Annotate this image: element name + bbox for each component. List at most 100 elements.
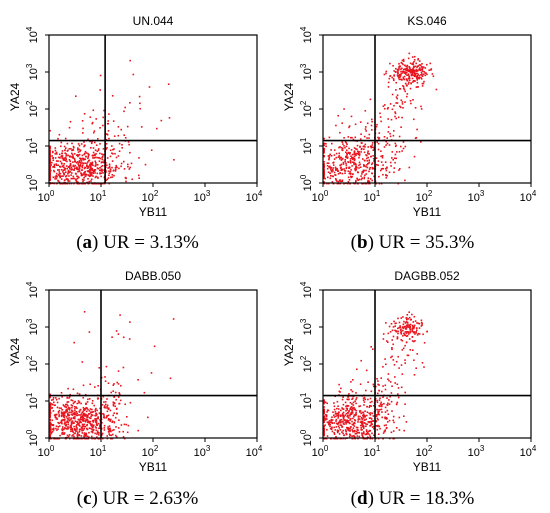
panel-title: UN.044 [133,14,174,28]
data-point [54,178,56,180]
data-point [102,412,104,415]
data-point [351,403,353,405]
data-point [323,142,325,145]
data-point [400,331,402,333]
data-point [54,147,57,149]
caption-d: (d) UR = 18.3% [350,488,475,509]
data-point [366,160,369,162]
data-point [361,421,364,423]
data-point [349,422,351,425]
data-point [353,157,355,160]
data-point [67,412,69,415]
data-point [403,64,406,67]
data-point [408,324,411,326]
data-point [403,429,405,432]
data-point [362,414,364,417]
data-point [68,417,70,419]
data-point [74,413,77,416]
data-point [365,418,367,421]
data-point [332,162,334,164]
data-point [342,147,344,150]
data-point [84,162,86,164]
data-point [376,408,378,411]
data-point [423,342,426,344]
data-point [375,163,378,166]
data-point [339,182,342,185]
data-point [63,432,66,434]
data-point [64,159,67,162]
data-point [414,65,417,68]
data-point [369,145,372,148]
data-point [90,169,92,171]
data-point [105,416,108,419]
y-tick-label: 100 [299,429,314,446]
data-point [51,161,53,164]
data-point [55,172,58,175]
data-point [59,157,61,159]
data-point [415,86,418,88]
data-point [60,178,63,180]
data-point [402,72,404,74]
data-point [74,417,76,420]
data-point [421,63,423,65]
data-point [398,326,400,329]
data-point [80,421,82,424]
data-point [69,426,71,429]
data-point [354,123,357,126]
x-tick-label: 102 [416,189,433,204]
x-axis-label: YB11 [413,205,442,219]
data-point [324,417,327,420]
data-point [78,167,81,170]
data-point [405,321,408,323]
data-point [113,429,115,431]
data-point [57,160,59,162]
data-point [349,434,352,437]
data-point [125,423,128,426]
data-point [338,433,341,435]
data-point [114,391,117,394]
data-point [107,407,110,409]
data-point [408,316,411,319]
data-point [393,364,396,366]
data-point [96,176,99,179]
data-point [417,65,420,67]
data-point [88,165,90,168]
data-point [335,179,337,181]
data-point [64,137,67,140]
data-point [63,173,66,176]
data-point [62,418,64,421]
data-point [71,435,73,437]
data-point [94,154,96,157]
data-point [371,412,374,415]
scatter-panel-c: DABB.050100100101101102102103103104104YB… [8,269,263,474]
x-tick-label: 104 [246,444,263,459]
data-point [50,163,52,166]
data-point [369,397,372,400]
data-point [91,430,94,433]
data-point [87,178,89,180]
data-point [410,318,412,321]
data-point [101,434,103,436]
data-point [64,168,66,171]
data-point [424,72,426,74]
data-point [350,162,352,164]
data-point [353,162,355,164]
data-point [362,411,365,414]
data-point [400,106,402,109]
data-point [81,178,84,181]
data-point [368,137,370,139]
y-tick-label: 104 [299,26,314,43]
data-point [172,318,175,320]
data-point [395,81,397,84]
data-point [406,93,409,95]
data-point [96,150,99,153]
data-point [404,344,406,347]
data-point [77,143,80,145]
data-point [411,340,414,342]
data-point [86,170,89,172]
data-point [68,171,70,174]
data-point [359,166,362,168]
data-point [99,89,101,91]
data-point [167,83,170,85]
data-point [396,97,398,100]
